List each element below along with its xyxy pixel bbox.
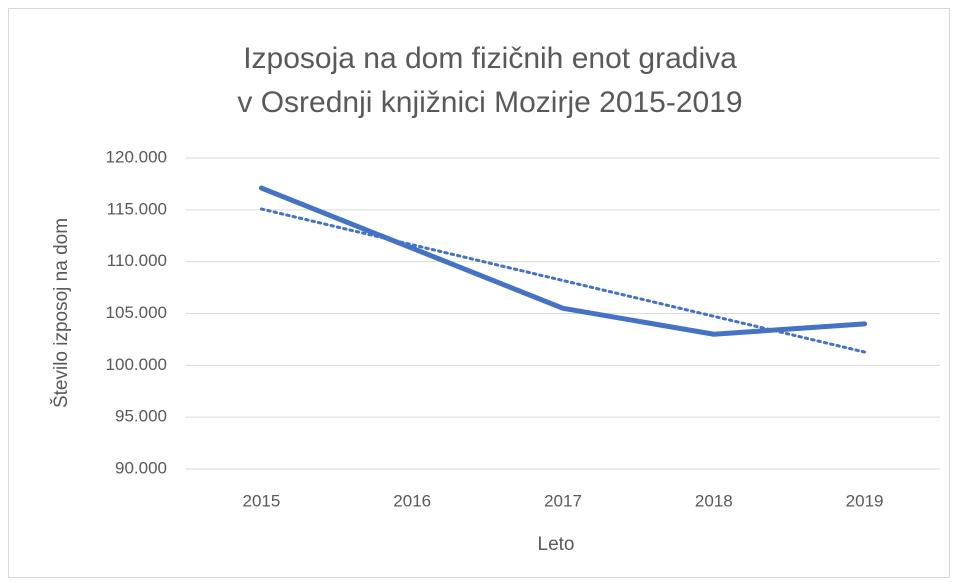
y-tick-label: 100.000: [106, 355, 167, 374]
chart-title: v Osrednji knjižnici Mozirje 2015-2019: [237, 86, 742, 119]
x-tick-label: 2016: [393, 491, 431, 510]
y-tick-label: 95.000: [115, 407, 167, 426]
data-line: [258, 185, 868, 337]
y-tick-label: 110.000: [107, 251, 167, 270]
y-tick-label: 120.000: [106, 147, 167, 166]
trendline: [259, 207, 867, 354]
x-tick-label: 2015: [242, 491, 280, 510]
x-tick-label: 2019: [846, 491, 884, 510]
y-tick-label: 105.000: [106, 303, 167, 322]
chart-border: [8, 8, 950, 578]
x-tick-label: 2017: [544, 491, 582, 510]
x-tick-label: 2018: [695, 491, 733, 510]
x-axis-label: Leto: [538, 534, 575, 555]
y-axis-label: Število izposoj na dom: [50, 218, 72, 408]
y-tick-label: 90.000: [115, 458, 167, 477]
y-tick-label: 115.000: [107, 199, 167, 218]
chart-title: Izposoja na dom fizičnih enot gradiva: [243, 42, 737, 75]
